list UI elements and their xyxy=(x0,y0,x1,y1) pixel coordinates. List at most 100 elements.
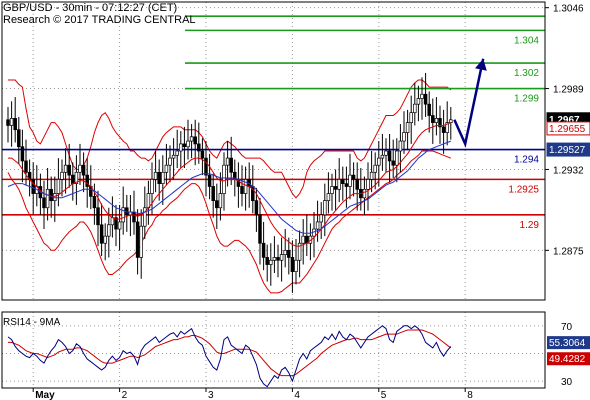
candle-body xyxy=(71,174,75,184)
candle-body xyxy=(387,150,392,162)
rsi-tick-label: 70 xyxy=(561,322,573,333)
rsi-value-box xyxy=(547,352,590,366)
level-label: 1.2925 xyxy=(508,184,539,195)
candle-body xyxy=(63,164,68,173)
candle-body xyxy=(96,207,100,226)
candle-body xyxy=(182,143,187,148)
candle-body xyxy=(78,164,82,173)
candle-body xyxy=(438,118,442,128)
candle-body xyxy=(110,217,115,226)
chart-title: GBP/USD - 30min - 07:12:27 (CET) xyxy=(3,2,177,14)
candle-body xyxy=(420,93,424,99)
level-label: 1.304 xyxy=(514,35,539,46)
rsi-tick-label: 30 xyxy=(561,377,573,388)
bollinger-bands xyxy=(7,79,452,294)
candle-body xyxy=(369,171,374,180)
candle-body xyxy=(175,150,179,156)
price-tick-label: 1.3046 xyxy=(553,4,584,15)
candle-body xyxy=(153,171,158,180)
candle-body xyxy=(42,197,46,209)
level-label: 1.294 xyxy=(514,155,539,166)
candle-body xyxy=(31,179,35,194)
candle-body xyxy=(171,154,176,159)
price-value-label: 1.29655 xyxy=(549,124,586,135)
projection-arrowhead xyxy=(475,58,487,71)
x-tick-label: 2 xyxy=(122,390,128,400)
candle-body xyxy=(272,257,277,261)
candle-body xyxy=(377,157,381,166)
candles xyxy=(6,72,453,293)
projection xyxy=(453,58,487,148)
rsi-value-box xyxy=(547,336,590,350)
candle-body xyxy=(114,217,118,230)
candle-body xyxy=(186,140,190,148)
x-tick-label: 5 xyxy=(381,390,387,400)
candle-body xyxy=(74,171,79,184)
candle-body xyxy=(135,221,140,258)
candle-body xyxy=(240,186,244,194)
candle-body xyxy=(49,188,53,202)
candle-body xyxy=(207,174,212,187)
candle-body xyxy=(398,140,403,152)
candle-body xyxy=(366,179,370,190)
x-tick-label: 3 xyxy=(208,390,214,400)
level-label: 1.29 xyxy=(520,220,540,231)
candle-body xyxy=(197,143,201,152)
candle-body xyxy=(449,119,453,123)
candle-body xyxy=(427,103,431,116)
candle-body xyxy=(117,221,122,230)
candle-body xyxy=(395,150,399,166)
candle-body xyxy=(243,179,248,194)
grid xyxy=(2,2,545,388)
price-value-label: 1.2967 xyxy=(549,115,580,126)
candle-body xyxy=(218,193,223,209)
candle-body xyxy=(121,207,125,223)
candle-body xyxy=(279,254,284,261)
candle-body xyxy=(416,98,421,105)
ma-slow-line xyxy=(7,140,451,234)
rsi-line xyxy=(7,325,452,388)
price-tick-label: 1.2989 xyxy=(553,85,584,96)
candle-body xyxy=(362,188,367,199)
candle-body xyxy=(143,207,147,227)
candle-body xyxy=(283,249,287,255)
x-tick-label: May xyxy=(35,390,55,400)
rsi-value-label: 55.3064 xyxy=(549,338,586,349)
candle-body xyxy=(344,183,349,187)
x-tick-label: 4 xyxy=(294,390,300,400)
candle-body xyxy=(330,186,334,194)
candle-body xyxy=(355,179,359,190)
x-tick-label: 8 xyxy=(467,390,473,400)
candle-body xyxy=(431,115,435,123)
candle-body xyxy=(92,196,97,209)
candle-body xyxy=(45,188,50,209)
candle-body xyxy=(85,174,89,187)
candle-body xyxy=(384,150,388,156)
candle-body xyxy=(297,242,302,261)
candle-body xyxy=(265,257,269,265)
price-value-box xyxy=(546,121,590,136)
candle-body xyxy=(337,179,341,190)
candle-body xyxy=(56,179,61,194)
level-label: 1.302 xyxy=(514,68,539,79)
candle-body xyxy=(99,224,104,244)
candle-body xyxy=(13,118,17,131)
candle-body xyxy=(200,150,205,159)
candle-body xyxy=(229,157,233,173)
price-value-box xyxy=(546,142,590,157)
candle-body xyxy=(294,259,298,272)
candle-body xyxy=(405,122,410,133)
candle-body xyxy=(290,257,295,272)
copyright: Research © 2017 TRADING CENTRAL xyxy=(3,14,196,26)
candle-body xyxy=(373,164,377,173)
candle-body xyxy=(189,136,194,142)
candle-body xyxy=(211,186,215,202)
candle-body xyxy=(179,143,183,152)
bollinger-upper xyxy=(8,79,452,199)
ma-fast-line xyxy=(8,122,451,247)
candle-body xyxy=(9,118,14,126)
candle-body xyxy=(341,179,345,184)
candle-body xyxy=(333,186,338,190)
